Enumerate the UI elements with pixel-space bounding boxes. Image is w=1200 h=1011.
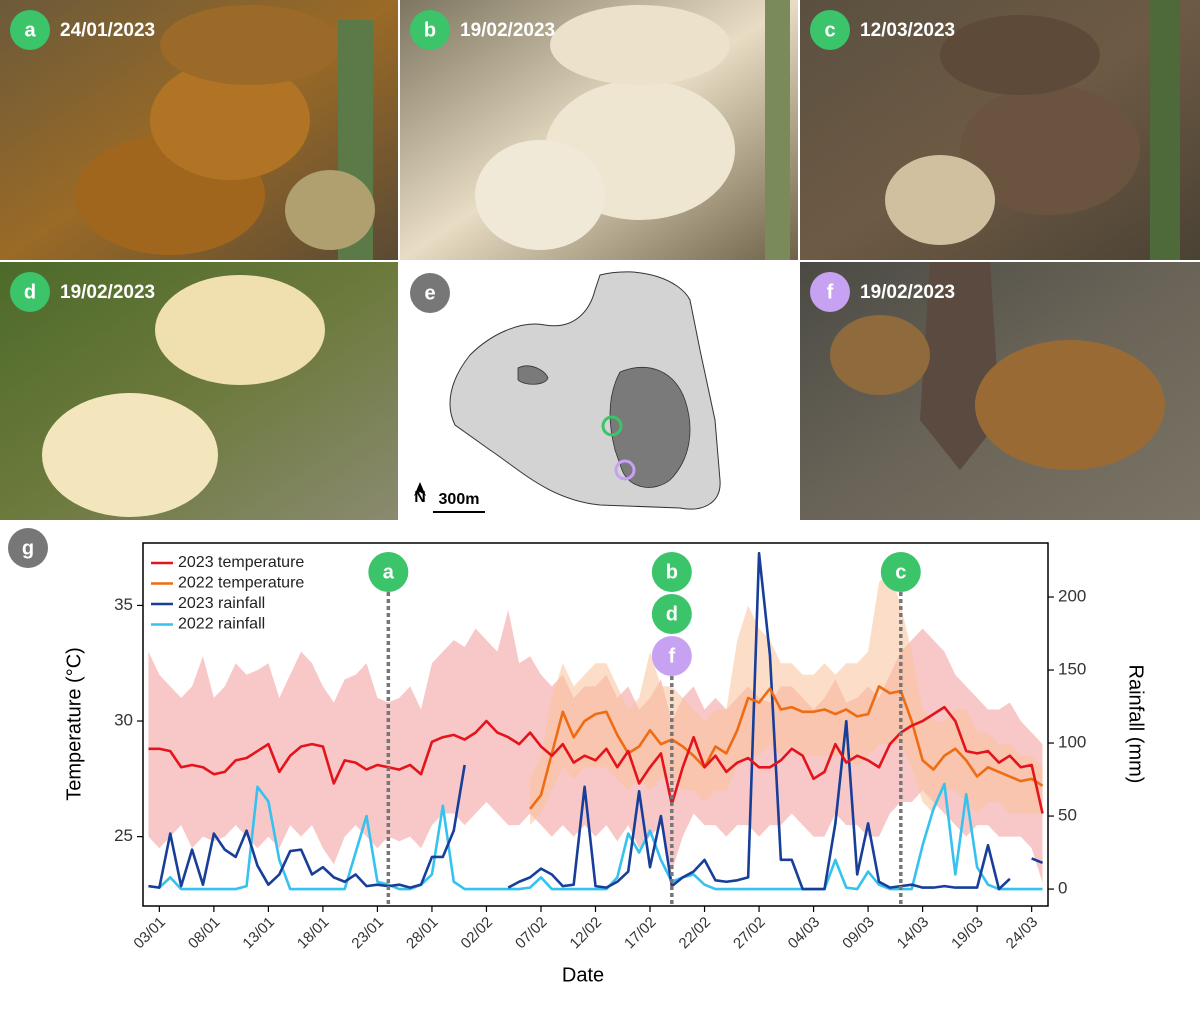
photo-b — [400, 0, 798, 260]
legend-label: 2022 rainfall — [178, 616, 265, 633]
panel-letter: f — [827, 281, 834, 303]
photo-c — [800, 0, 1200, 260]
series-line — [148, 782, 1043, 891]
panel-letter: b — [424, 19, 436, 41]
temperature-range-band — [530, 570, 1043, 826]
event-badge — [651, 636, 692, 676]
event-letter: d — [666, 603, 678, 625]
y-axis-title: Temperature (°C) — [63, 647, 85, 801]
panel-badge — [410, 273, 450, 313]
panel-badge — [8, 528, 48, 568]
y2-tick-label: 50 — [1058, 806, 1077, 825]
map-panel — [400, 262, 798, 520]
photo-date: 19/02/2023 — [60, 282, 155, 303]
y2-axis-title: Rainfall (mm) — [1125, 665, 1147, 784]
series-line — [529, 685, 1044, 810]
event-badge — [368, 552, 409, 592]
panel-letter: c — [824, 19, 835, 41]
scale-label: 300m — [439, 491, 480, 508]
y2-tick-label: 100 — [1058, 733, 1086, 752]
north-label: N — [414, 489, 426, 506]
photo-date: 19/02/2023 — [460, 20, 555, 41]
event-badge — [651, 552, 692, 592]
plot-area — [148, 551, 1044, 891]
panel-badge — [410, 10, 450, 50]
y-tick-label: 30 — [114, 711, 133, 730]
event-letter: c — [895, 561, 906, 583]
legend-label: 2022 temperature — [178, 575, 304, 592]
legend-label: 2023 rainfall — [178, 595, 265, 612]
y2-tick-label: 0 — [1058, 879, 1067, 898]
panel-badge — [10, 10, 50, 50]
panel-letter: a — [24, 19, 36, 41]
panel-letter: g — [22, 537, 34, 559]
y-tick-label: 25 — [114, 826, 133, 845]
photo-f — [800, 262, 1200, 520]
y2-tick-label: 150 — [1058, 660, 1086, 679]
y2-tick-label: 200 — [1058, 587, 1086, 606]
event-badge — [651, 594, 692, 634]
photo-a — [0, 0, 398, 260]
panel-letter: e — [424, 282, 435, 304]
series-line — [148, 551, 1044, 891]
event-letter: b — [666, 561, 678, 583]
event-badge — [880, 552, 921, 592]
photo-date: 19/02/2023 — [860, 282, 955, 303]
x-axis-title: Date — [562, 964, 604, 986]
event-letter: a — [383, 561, 395, 583]
panel-badge — [10, 272, 50, 312]
photo-date: 24/01/2023 — [60, 20, 155, 41]
panel-badge — [810, 272, 850, 312]
panel-badge — [810, 10, 850, 50]
photo-date: 12/03/2023 — [860, 20, 955, 41]
legend-label: 2023 temperature — [178, 554, 304, 571]
photo-d — [0, 262, 398, 520]
panel-letter: d — [24, 281, 36, 303]
event-letter: f — [668, 645, 675, 667]
series-line — [148, 705, 1044, 814]
y-tick-label: 35 — [114, 595, 133, 614]
